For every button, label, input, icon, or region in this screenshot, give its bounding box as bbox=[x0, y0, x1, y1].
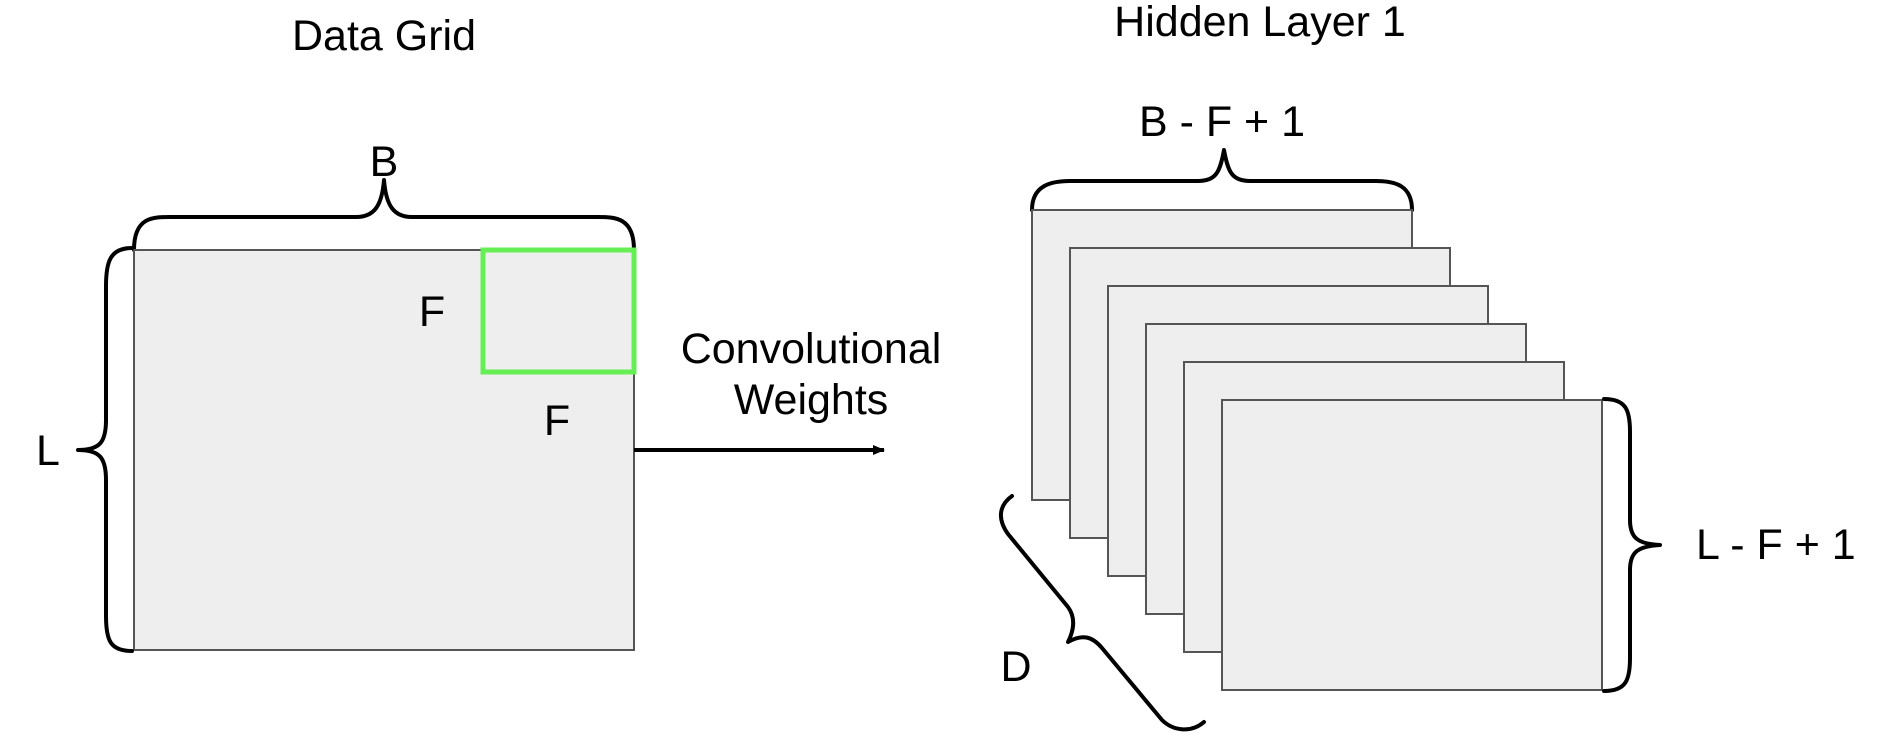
hidden-layer-depth-label: D bbox=[1000, 643, 1031, 691]
data-grid-width-brace bbox=[132, 178, 636, 252]
filter-height-label: F bbox=[419, 288, 445, 336]
hidden-layer-title: Hidden Layer 1 bbox=[1114, 0, 1406, 46]
hidden-layer-width-label: B - F + 1 bbox=[1139, 98, 1305, 146]
filter-width-label: F bbox=[544, 397, 570, 445]
hidden-layer-width-brace bbox=[1030, 148, 1414, 212]
feature-map-stack bbox=[1031, 209, 1603, 691]
data-grid-title: Data Grid bbox=[292, 12, 476, 60]
arrow-label-line2: Weights bbox=[734, 376, 889, 424]
hidden-layer-height-label: L - F + 1 bbox=[1696, 521, 1856, 569]
data-grid-height-brace bbox=[76, 246, 134, 653]
data-grid-width-label: B bbox=[370, 138, 399, 186]
filter-window bbox=[480, 247, 637, 375]
hidden-layer-height-brace bbox=[1602, 397, 1662, 693]
arrow-label-line1: Convolutional bbox=[681, 325, 942, 373]
feature-map-6 bbox=[1221, 399, 1603, 691]
hidden-layer-depth-brace bbox=[999, 494, 1206, 732]
data-grid-height-label: L bbox=[36, 427, 60, 475]
data-grid bbox=[133, 249, 635, 651]
